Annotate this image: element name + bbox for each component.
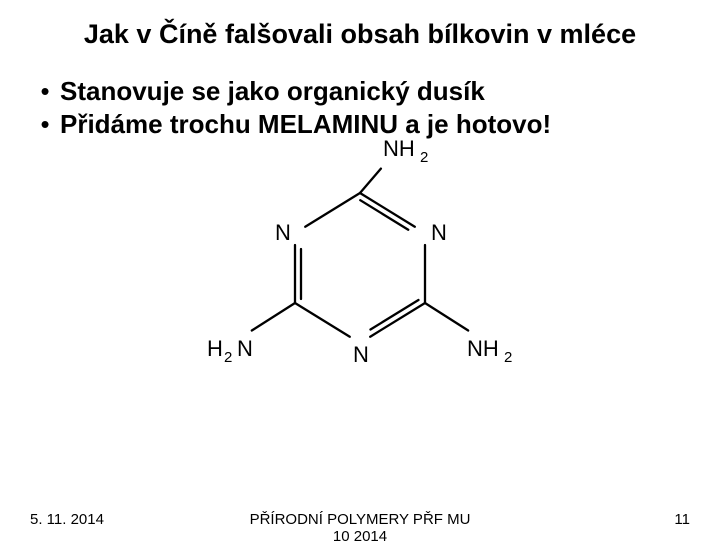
svg-text:NH: NH: [467, 336, 499, 361]
svg-text:N: N: [275, 220, 291, 245]
bullet-text: Stanovuje se jako organický dusík: [60, 76, 485, 107]
melamine-structure: NNNNH2NH2H2N: [205, 128, 515, 388]
svg-text:2: 2: [420, 149, 428, 166]
svg-text:2: 2: [504, 349, 512, 366]
bullet-marker: •: [30, 76, 60, 107]
footer-date: 5. 11. 2014: [30, 511, 104, 528]
svg-text:N: N: [353, 342, 369, 367]
svg-text:NH: NH: [383, 136, 415, 161]
svg-text:N: N: [237, 336, 253, 361]
svg-text:H: H: [207, 336, 223, 361]
slide-title: Jak v Číně falšovali obsah bílkovin v ml…: [0, 0, 720, 60]
title-text: Jak v Číně falšovali obsah bílkovin v ml…: [84, 19, 636, 49]
svg-text:N: N: [431, 220, 447, 245]
svg-text:2: 2: [224, 349, 232, 366]
bullet-marker: •: [30, 109, 60, 140]
footer-page-number: 11: [674, 511, 690, 528]
bullet-item: • Stanovuje se jako organický dusík: [30, 76, 690, 107]
chemical-structure-diagram: NNNNH2NH2H2N: [0, 128, 720, 388]
slide-footer: 5. 11. 2014 PŘÍRODNÍ POLYMERY PŘF MU 10 …: [0, 511, 720, 528]
